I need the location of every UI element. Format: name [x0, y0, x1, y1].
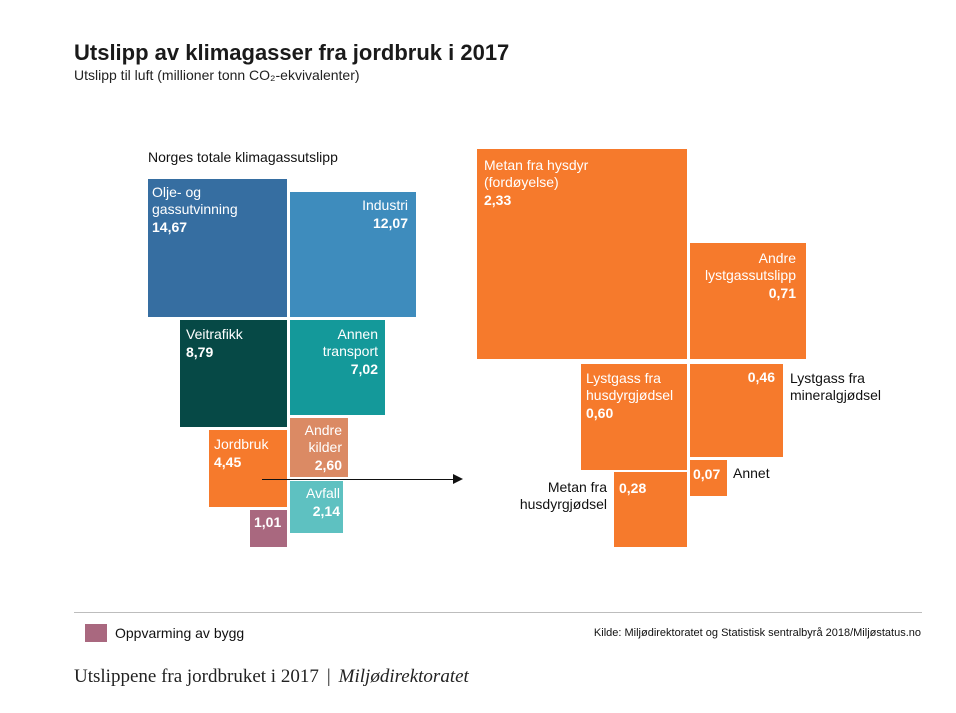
label-annet: Annet	[733, 465, 770, 481]
block-value: 14,67	[152, 219, 188, 235]
label-metan-fra-husdyrgjodsel: Metan fra husdyrgjødsel	[519, 479, 607, 512]
block-lystgass-fra-mineralgjodsel: 0,46	[690, 364, 783, 457]
legend-swatch	[85, 624, 107, 642]
block-value: 0,60	[586, 405, 614, 421]
block-label: Andre lystgassutslipp	[704, 250, 796, 283]
total-emissions-label: Norges totale klimagassutslipp	[148, 149, 338, 165]
block-avfall: Avfall 2,14	[290, 481, 343, 533]
block-label: Andre kilder	[304, 422, 342, 455]
block-value: 0,28	[619, 480, 647, 496]
block-andre-lystgassutslipp: Andre lystgassutslipp 0,71	[690, 243, 806, 359]
label-lystgass-fra-mineralgjodsel: Lystgass fra mineralgjødsel	[790, 370, 882, 403]
block-label: Veitrafikk	[186, 326, 243, 342]
block-annen-transport: Annen transport 7,02	[290, 320, 385, 415]
block-label: Annen transport	[322, 326, 378, 359]
arrow-head-icon	[453, 474, 463, 484]
footer: Utslippene fra jordbruket i 2017 | Miljødi…	[74, 666, 469, 688]
block-value: 0,46	[747, 369, 775, 385]
block-value: 7,02	[350, 361, 378, 377]
chart-subtitle: Utslipp til luft (millioner tonn CO₂-ekv…	[74, 67, 360, 83]
block-industri: Industri 12,07	[290, 192, 416, 317]
divider	[74, 612, 922, 613]
block-jordbruk: Jordbruk 4,45	[209, 430, 287, 507]
source-text: Kilde: Miljødirektoratet og Statistisk s…	[593, 627, 921, 639]
footer-title: Utslippene fra jordbruket i 2017	[74, 666, 319, 687]
block-value: 2,60	[314, 457, 342, 473]
chart-title: Utslipp av klimagasser fra jordbruk i 20…	[74, 40, 510, 65]
block-metan-fra-husdyrgjodsel: 0,28	[614, 472, 687, 547]
block-veitrafikk: Veitrafikk 8,79	[180, 320, 287, 427]
block-oppvarming-av-bygg: 1,01	[250, 510, 287, 547]
block-label: Metan fra hysdyr (fordøyelse)	[484, 157, 589, 190]
block-label: Industri	[362, 197, 408, 213]
block-label: Avfall	[306, 485, 340, 501]
block-value: 0,71	[768, 285, 796, 301]
block-value: 0,07	[693, 466, 721, 482]
legend-label: Oppvarming av bygg	[115, 625, 245, 641]
block-label: Lystgass fra husdyrgjødsel	[586, 370, 674, 403]
block-value: 2,14	[312, 503, 340, 519]
block-value: 2,33	[484, 192, 512, 208]
block-metan-fra-hysdyr: Metan fra hysdyr (fordøyelse) 2,33	[477, 149, 687, 359]
block-value: 12,07	[372, 215, 408, 231]
block-value: 8,79	[186, 344, 214, 360]
block-value: 1,01	[254, 514, 282, 530]
footer-org: Miljødirektoratet	[338, 666, 469, 687]
block-annet: 0,07	[690, 460, 727, 496]
block-olje-og-gassutvinning: Olje- og gassutvinning 14,67	[148, 179, 287, 317]
footer-separator: |	[326, 666, 331, 687]
block-andre-kilder: Andre kilder 2,60	[290, 418, 348, 477]
block-label: Jordbruk	[214, 436, 269, 452]
block-value: 4,45	[214, 454, 242, 470]
arrow-line	[262, 479, 454, 480]
block-lystgass-fra-husdyrgjodsel: Lystgass fra husdyrgjødsel 0,60	[581, 364, 687, 470]
block-label: Olje- og gassutvinning	[152, 184, 238, 217]
